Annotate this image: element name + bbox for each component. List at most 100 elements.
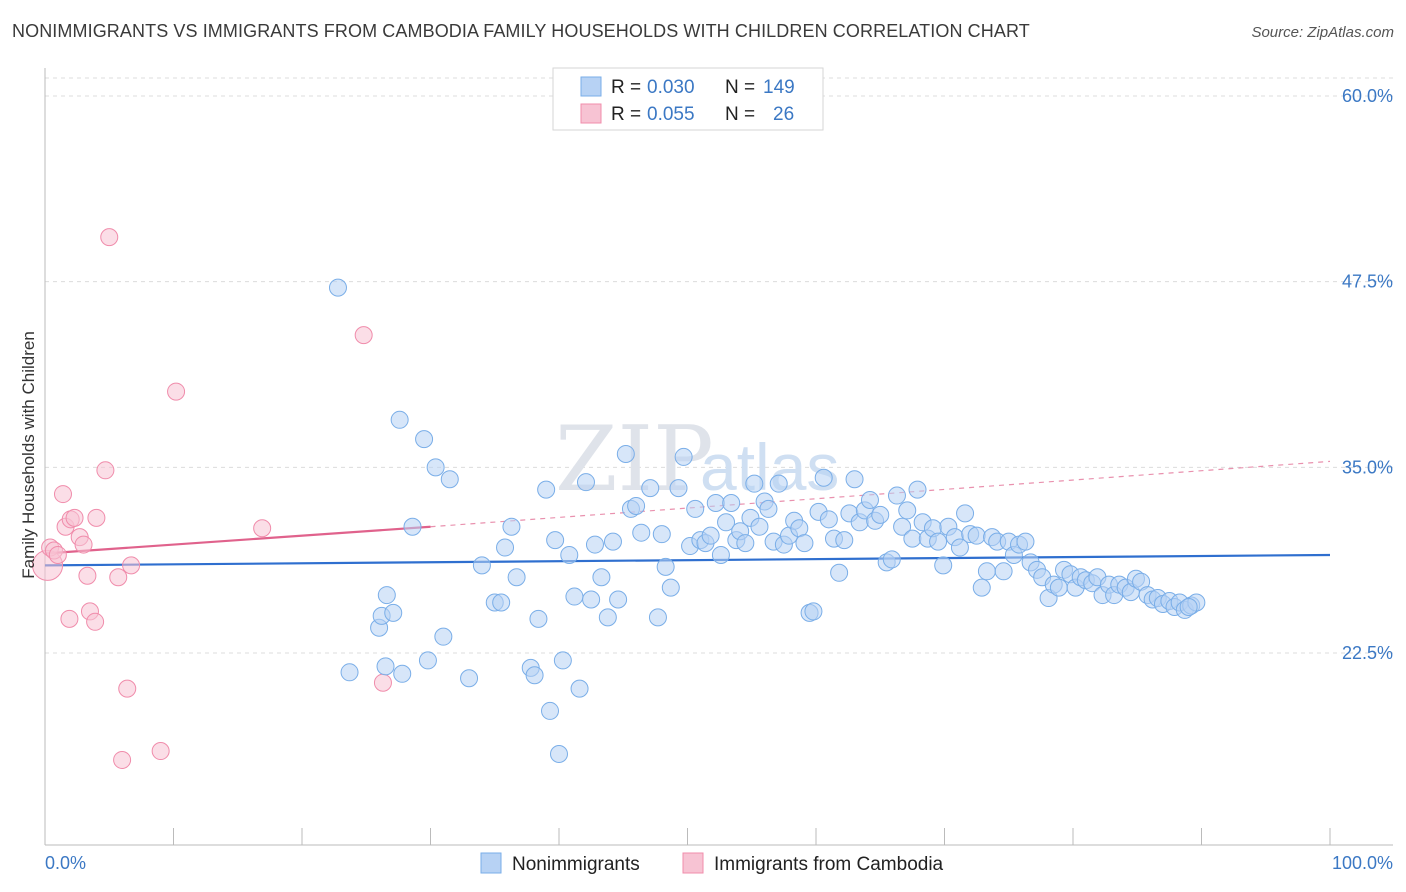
blue-point xyxy=(871,505,890,524)
bottom-legend-label-2: Immigrants from Cambodia xyxy=(714,854,944,875)
y-tick-label: 47.5% xyxy=(1342,272,1393,292)
pink-point xyxy=(87,508,106,527)
blue-point xyxy=(472,556,491,575)
blue-point xyxy=(440,470,459,489)
source-credit: Source: ZipAtlas.com xyxy=(1251,24,1394,41)
blue-point xyxy=(603,532,622,551)
pink-point xyxy=(86,612,105,631)
blue-point xyxy=(328,278,347,297)
blue-point xyxy=(736,534,755,553)
x-tick-label-max: 100.0% xyxy=(1332,853,1393,873)
blue-point xyxy=(882,550,901,569)
blue-point xyxy=(525,666,544,685)
blue-point xyxy=(950,538,969,557)
blue-point xyxy=(434,627,453,646)
pink-point xyxy=(100,228,119,247)
bottom-legend-label-1: Nonimmigrants xyxy=(512,854,640,875)
blue-point xyxy=(565,587,584,606)
blue-point xyxy=(652,525,671,544)
pink-trend-line-dashed xyxy=(430,460,1331,528)
blue-point xyxy=(706,493,725,512)
blue-point xyxy=(887,486,906,505)
blue-point xyxy=(546,531,565,550)
blue-point xyxy=(967,526,986,545)
data-points xyxy=(32,228,1206,769)
legend-n-value-1: 149 xyxy=(763,77,795,98)
blue-point xyxy=(717,513,736,532)
blue-point xyxy=(384,603,403,622)
blue-point xyxy=(537,480,556,499)
blue-point xyxy=(570,679,589,698)
blue-point xyxy=(830,563,849,582)
pink-point xyxy=(118,679,137,698)
blue-point xyxy=(956,504,975,523)
blue-point xyxy=(641,479,660,498)
blue-point xyxy=(929,532,948,551)
pink-point xyxy=(122,556,141,575)
blue-point xyxy=(560,545,579,564)
blue-point xyxy=(661,578,680,597)
pink-point xyxy=(78,566,97,585)
blue-point xyxy=(759,499,778,518)
x-tick-label-min: 0.0% xyxy=(45,853,86,873)
watermark-atlas: atlas xyxy=(700,430,839,504)
blue-point xyxy=(627,496,646,515)
pink-point xyxy=(113,750,132,769)
blue-point xyxy=(686,499,705,518)
blue-point xyxy=(814,468,833,487)
bottom-legend: Nonimmigrants Immigrants from Cambodia xyxy=(480,852,944,875)
blue-point xyxy=(819,510,838,529)
pink-point xyxy=(60,609,79,628)
blue-point xyxy=(972,578,991,597)
blue-point xyxy=(541,701,560,720)
blue-point xyxy=(903,529,922,548)
pink-point xyxy=(65,508,84,527)
blue-point xyxy=(669,479,688,498)
pink-point xyxy=(53,485,72,504)
blue-point xyxy=(656,557,675,576)
blue-point xyxy=(750,517,769,536)
y-tick-label: 22.5% xyxy=(1342,643,1393,663)
pink-point xyxy=(354,326,373,345)
blue-point xyxy=(898,501,917,520)
blue-point xyxy=(722,493,741,512)
y-tick-label: 35.0% xyxy=(1342,457,1393,477)
pink-point xyxy=(96,461,115,480)
blue-point xyxy=(804,602,823,621)
bottom-legend-swatch-blue xyxy=(480,852,502,874)
tick-labels: 22.5% 35.0% 47.5% 60.0% 0.0% 100.0% xyxy=(45,86,1393,873)
pink-point xyxy=(253,519,272,538)
legend-n-label-1: N = xyxy=(725,77,755,98)
legend-r-value-1: 0.030 xyxy=(647,77,695,98)
blue-point xyxy=(377,586,396,605)
legend-box: R = 0.030 N = 149 R = 0.055 N = 26 xyxy=(552,67,824,131)
blue-point xyxy=(835,531,854,550)
grid-lines xyxy=(45,77,1393,654)
legend-n-value-2: 26 xyxy=(773,104,794,125)
blue-point xyxy=(1016,532,1035,551)
blue-point xyxy=(585,535,604,554)
blue-point xyxy=(795,534,814,553)
blue-point xyxy=(769,474,788,493)
blue-point xyxy=(934,556,953,575)
blue-point xyxy=(550,745,568,764)
legend-r-label-1: R = xyxy=(611,77,641,98)
blue-point xyxy=(582,590,601,609)
pink-point xyxy=(74,535,93,554)
pink-trend-line xyxy=(44,525,431,555)
pink-point xyxy=(109,568,128,587)
blue-point xyxy=(701,526,720,545)
blue-point xyxy=(529,609,548,628)
blue-point xyxy=(711,545,730,564)
blue-point xyxy=(632,523,651,542)
blue-point xyxy=(893,517,912,536)
legend-r-label-2: R = xyxy=(611,104,641,125)
blue-point xyxy=(390,410,409,429)
blue-point xyxy=(426,458,445,477)
blue-point xyxy=(403,517,422,536)
blue-point xyxy=(598,608,617,627)
legend-n-label-2: N = xyxy=(725,104,755,125)
blue-point xyxy=(616,444,635,463)
blue-point xyxy=(994,562,1013,581)
